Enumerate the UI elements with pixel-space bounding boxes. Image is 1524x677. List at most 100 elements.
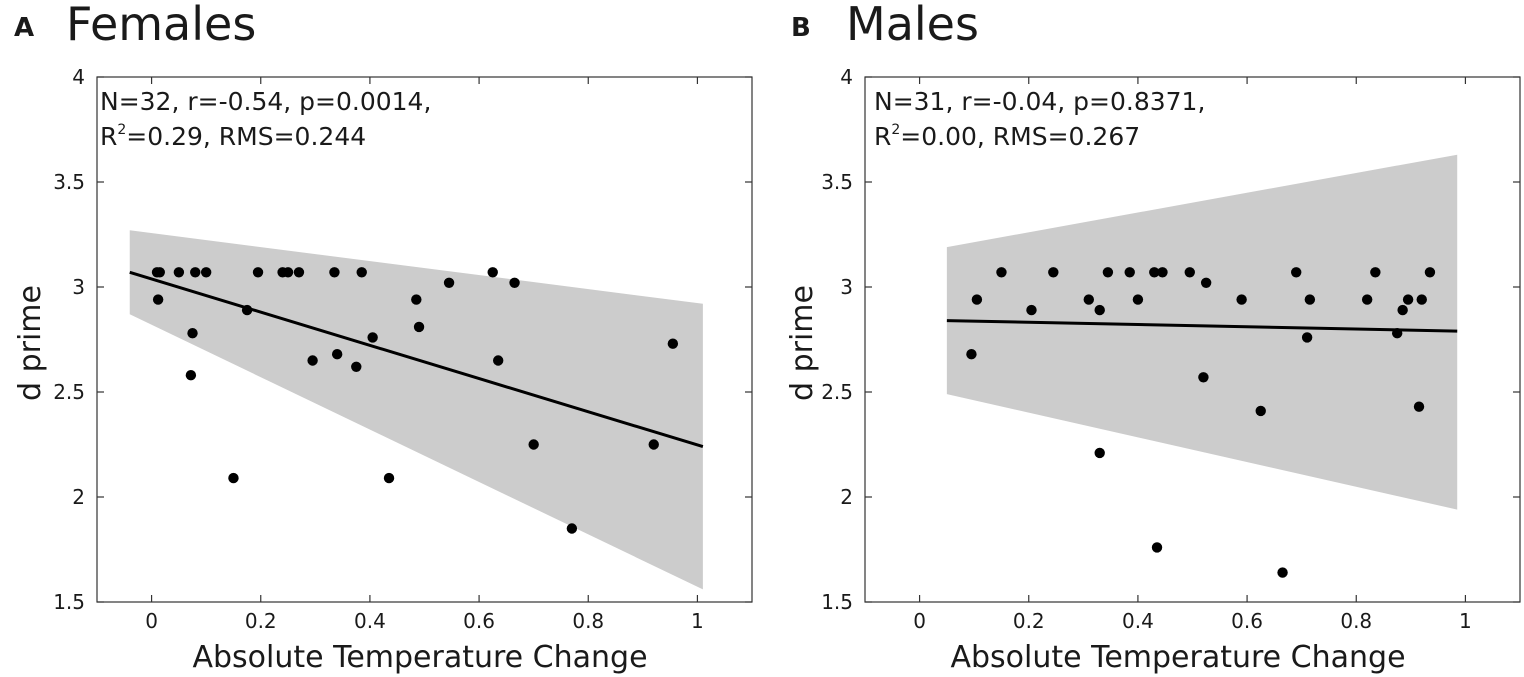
data-point <box>1200 277 1212 288</box>
data-point <box>200 267 212 278</box>
data-point <box>1094 304 1105 316</box>
data-point <box>1391 328 1403 339</box>
stats-line-1: N=31, r=-0.04, p=0.8371, <box>874 87 1205 116</box>
data-point <box>367 332 378 343</box>
data-point <box>252 267 264 278</box>
y-tick-label: 2.5 <box>53 380 85 404</box>
y-tick-label: 1.5 <box>821 590 853 614</box>
x-tick-label: 0.6 <box>1231 609 1263 633</box>
y-axis-title: d prime <box>13 285 48 401</box>
x-tick-label: 1 <box>691 609 704 633</box>
data-point <box>1277 567 1288 578</box>
data-point <box>971 294 983 305</box>
y-tick-label: 3 <box>72 275 85 299</box>
confidence-band <box>129 230 703 590</box>
data-point <box>152 294 164 305</box>
stats-rest: =0.00, RMS=0.267 <box>900 122 1140 151</box>
data-point <box>383 472 395 484</box>
y-tick-label: 4 <box>72 65 85 89</box>
panel-letter: B <box>791 13 811 43</box>
regression-line <box>129 270 704 449</box>
data-point <box>492 355 504 366</box>
x-tick-label: 0.2 <box>245 609 277 633</box>
x-tick-label: 0.6 <box>463 609 495 633</box>
data-point <box>1402 294 1414 305</box>
data-point <box>331 349 343 360</box>
x-tick-label: 0.4 <box>354 609 386 633</box>
data-point <box>228 472 239 484</box>
data-point <box>509 277 520 288</box>
y-tick-label: 3.5 <box>821 170 853 194</box>
data-point <box>185 370 197 381</box>
data-point <box>1157 267 1168 278</box>
data-point <box>1102 267 1114 278</box>
data-point <box>487 267 498 278</box>
data-point <box>1361 294 1373 305</box>
data-point <box>1416 294 1427 305</box>
data-point <box>648 439 659 450</box>
stats-line-1: N=32, r=-0.54, p=0.0014, <box>100 87 431 116</box>
stats-sup: 2 <box>891 122 900 138</box>
panel-females: A Females 0 0.2 0.4 0.6 0.8 1 1.5 2 2.5 3 3.5 4 N=3… <box>13 0 753 675</box>
data-point <box>351 361 362 372</box>
y-tick-label: 3.5 <box>53 170 85 194</box>
x-tick-label: 0.4 <box>1122 609 1154 633</box>
data-point <box>667 338 679 349</box>
stats-r: R <box>100 122 117 151</box>
x-tick-label: 0.8 <box>572 609 604 633</box>
data-point <box>1397 304 1408 316</box>
stats-r: R <box>874 122 891 151</box>
confidence-band <box>946 154 1458 510</box>
regression-line <box>946 319 1458 333</box>
data-point <box>1291 267 1302 278</box>
x-tick-label: 0 <box>913 609 926 633</box>
y-tick-label: 2.5 <box>821 380 853 404</box>
plot-area: 0 0.2 0.4 0.6 0.8 1 1.5 2 2.5 3 3.5 4 <box>53 65 753 633</box>
panel-letter: A <box>14 13 34 43</box>
data-point <box>190 267 201 278</box>
data-point <box>1413 401 1425 412</box>
x-tick-label: 0.8 <box>1340 609 1372 633</box>
data-point <box>307 355 318 366</box>
panel-males: B Males 0 0.2 0.4 0.6 0.8 1 1.5 2 2.5 3 3.5 4 N=31,… <box>785 0 1521 675</box>
data-point <box>1132 294 1144 305</box>
data-point <box>411 294 422 305</box>
stats-rest: =0.29, RMS=0.244 <box>126 122 366 151</box>
data-point <box>1124 267 1135 278</box>
data-point <box>1149 267 1160 278</box>
data-point <box>413 321 425 333</box>
data-point <box>1424 267 1436 278</box>
data-point <box>282 267 294 278</box>
data-point <box>1301 332 1313 343</box>
data-point <box>1255 405 1266 417</box>
data-point <box>1083 294 1094 305</box>
y-tick-label: 2 <box>72 485 85 509</box>
data-point <box>1184 267 1195 278</box>
data-point <box>1151 542 1163 553</box>
x-axis-title: Absolute Temperature Change <box>192 640 647 675</box>
stats-sup: 2 <box>117 122 126 138</box>
stats-line-2: R2=0.00, RMS=0.267 <box>874 122 1140 151</box>
panel-title: Females <box>66 0 256 51</box>
y-tick-label: 3 <box>840 275 853 299</box>
data-point <box>528 439 539 450</box>
axes-frame <box>864 76 1521 603</box>
data-point <box>1370 267 1381 278</box>
x-tick-label: 0 <box>145 609 158 633</box>
y-tick-label: 2 <box>840 485 853 509</box>
data-point <box>241 304 253 316</box>
axes-frame <box>96 76 753 603</box>
data-point <box>329 267 340 278</box>
data-point <box>566 523 578 534</box>
data-point <box>154 267 165 278</box>
y-tick-label: 4 <box>840 65 853 89</box>
x-axis-title: Absolute Temperature Change <box>950 640 1405 675</box>
data-point <box>1304 294 1316 305</box>
data-point <box>1236 294 1247 305</box>
y-axis-title: d prime <box>785 285 820 401</box>
data-point <box>1026 304 1037 316</box>
data-point <box>356 267 367 278</box>
data-point <box>996 267 1007 278</box>
x-tick-label: 0.2 <box>1013 609 1045 633</box>
